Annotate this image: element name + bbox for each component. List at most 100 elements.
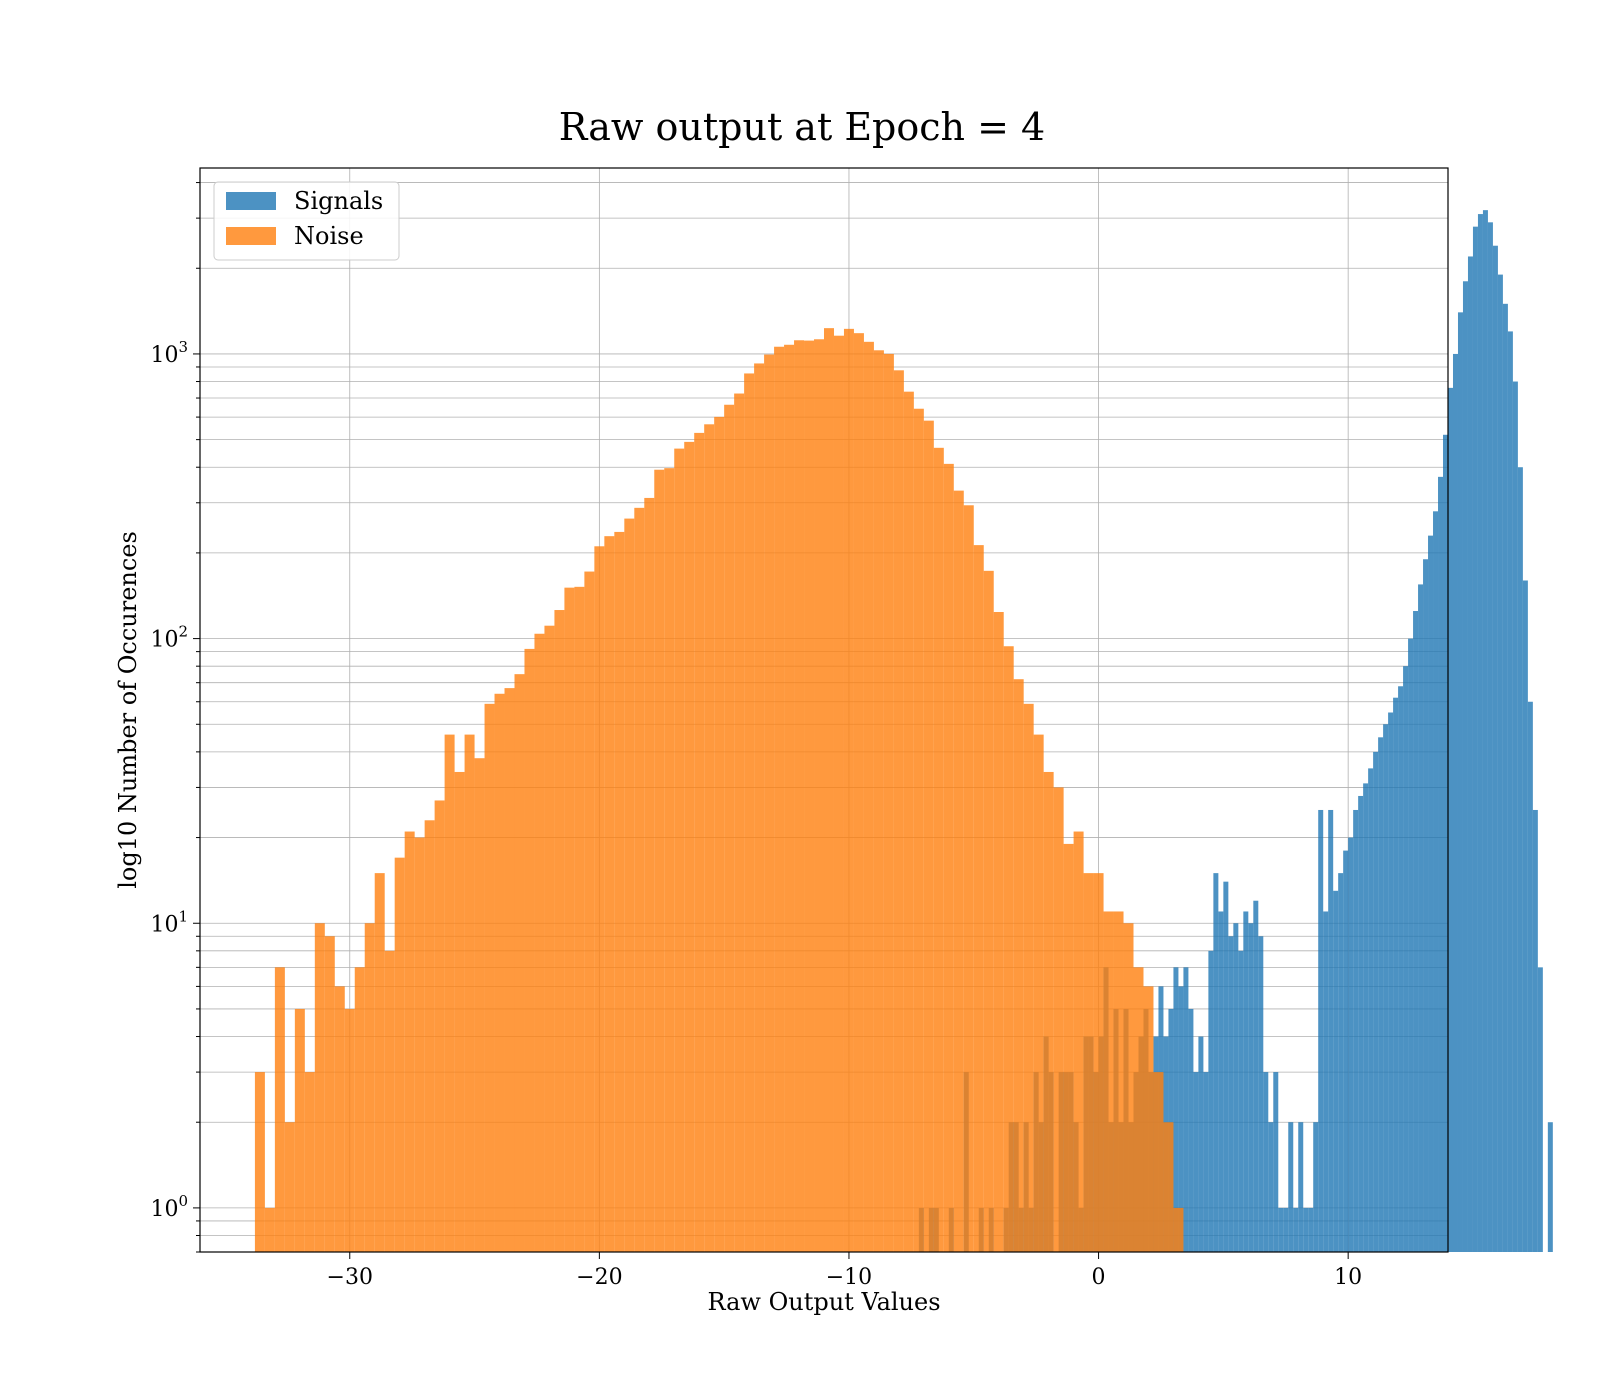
bar-signals xyxy=(1373,751,1379,1252)
bar-signals xyxy=(1477,214,1483,1253)
bar-signals xyxy=(1353,809,1359,1252)
bar-noise xyxy=(404,831,415,1252)
bar-noise xyxy=(1083,873,1094,1252)
axis-ticks: −30 −20 −10 0 10 100 101 102 103 xyxy=(150,182,1362,1290)
bar-signals xyxy=(1403,666,1409,1252)
bar-noise xyxy=(993,612,1004,1252)
bar-signals xyxy=(1363,783,1369,1252)
plot-frame xyxy=(199,167,1449,1253)
bar-signals xyxy=(1368,768,1374,1252)
bar-signals xyxy=(1298,1122,1304,1252)
bar-noise xyxy=(943,463,954,1252)
bar-signals xyxy=(1313,1122,1319,1252)
bar-noise xyxy=(534,633,545,1252)
bar-noise xyxy=(524,648,535,1252)
bar-noise xyxy=(814,339,824,1252)
bar-noise xyxy=(1063,843,1074,1252)
bar-signals xyxy=(1423,559,1429,1252)
x-tick-label: −30 xyxy=(327,1265,373,1290)
bar-noise xyxy=(1033,734,1044,1252)
bar-noise xyxy=(933,447,944,1253)
bar-noise xyxy=(294,1008,305,1252)
bar-signals xyxy=(1328,809,1334,1252)
bar-noise xyxy=(424,820,435,1252)
bar-signals xyxy=(1208,950,1214,1252)
bar-noise xyxy=(314,923,325,1252)
bar-signals xyxy=(1358,795,1364,1252)
bar-noise xyxy=(983,570,994,1252)
legend-swatch-signals xyxy=(226,192,276,210)
y-tick-label: 102 xyxy=(150,623,188,653)
bar-noise xyxy=(714,416,725,1252)
bar-signals xyxy=(1537,967,1543,1252)
bar-noise xyxy=(414,837,425,1252)
bar-signals xyxy=(1457,312,1463,1252)
bar-noise xyxy=(923,420,934,1252)
bar-noise xyxy=(544,625,555,1252)
bar-noise xyxy=(1043,771,1054,1252)
bar-noise xyxy=(664,468,675,1252)
bar-noise xyxy=(344,1008,355,1252)
bar-signals xyxy=(1438,476,1444,1252)
x-tick-label: 10 xyxy=(1334,1265,1362,1290)
bar-signals xyxy=(1462,281,1468,1252)
bar-noise xyxy=(504,688,515,1252)
bar-signals xyxy=(1522,580,1528,1252)
bar-noise xyxy=(704,424,715,1253)
histogram-bars xyxy=(254,210,1553,1253)
bar-signals xyxy=(1527,701,1533,1252)
bar-signals xyxy=(1343,850,1349,1252)
chart-title: Raw output at Epoch = 4 xyxy=(559,105,1045,149)
bar-signals xyxy=(1213,873,1219,1252)
x-tick-label: 0 xyxy=(1092,1265,1106,1290)
bar-noise xyxy=(734,393,745,1253)
bar-signals xyxy=(1502,303,1508,1253)
bar-noise xyxy=(624,518,635,1252)
x-axis-label: Raw Output Values xyxy=(707,1288,940,1316)
bar-signals xyxy=(1512,381,1518,1252)
bar-noise xyxy=(873,350,884,1252)
bar-signals xyxy=(1388,712,1394,1252)
bar-signals xyxy=(1263,1072,1269,1252)
bar-signals xyxy=(1383,724,1389,1252)
bar-signals xyxy=(1218,911,1224,1252)
bar-signals xyxy=(1323,911,1329,1252)
bar-signals xyxy=(1173,967,1179,1252)
bar-noise xyxy=(484,703,495,1252)
bar-signals xyxy=(1398,686,1404,1252)
bar-signals xyxy=(1293,1207,1299,1252)
bar-noise xyxy=(764,354,775,1253)
bar-noise xyxy=(863,341,874,1253)
series-noise xyxy=(254,328,1184,1253)
bar-noise xyxy=(464,734,475,1252)
bar-noise xyxy=(304,1072,315,1252)
bar-noise xyxy=(444,734,455,1252)
bar-signals xyxy=(1467,256,1473,1252)
bar-signals xyxy=(1183,967,1189,1252)
bar-signals xyxy=(1378,737,1384,1252)
bar-noise xyxy=(744,373,755,1252)
bar-noise xyxy=(774,346,785,1253)
bar-noise xyxy=(804,340,815,1252)
bar-signals xyxy=(1497,274,1503,1253)
bar-signals xyxy=(1188,1008,1194,1252)
y-tick-label: 103 xyxy=(150,338,188,368)
bar-signals xyxy=(1273,1072,1279,1252)
legend-label-noise: Noise xyxy=(294,222,364,250)
bar-noise xyxy=(784,344,795,1253)
bar-noise xyxy=(374,873,385,1252)
bar-signals xyxy=(1443,434,1448,1252)
x-tick-label: −10 xyxy=(826,1265,872,1290)
bar-signals xyxy=(1243,911,1249,1252)
bar-signals xyxy=(1268,1122,1274,1252)
bar-noise xyxy=(674,448,685,1252)
bar-noise xyxy=(614,531,625,1252)
bar-noise xyxy=(434,800,445,1252)
y-tick-label: 101 xyxy=(150,907,188,937)
bar-noise xyxy=(833,335,844,1252)
bar-signals xyxy=(1517,467,1523,1252)
bar-noise xyxy=(754,363,765,1252)
bar-noise xyxy=(494,693,505,1252)
bar-signals xyxy=(1487,222,1493,1252)
